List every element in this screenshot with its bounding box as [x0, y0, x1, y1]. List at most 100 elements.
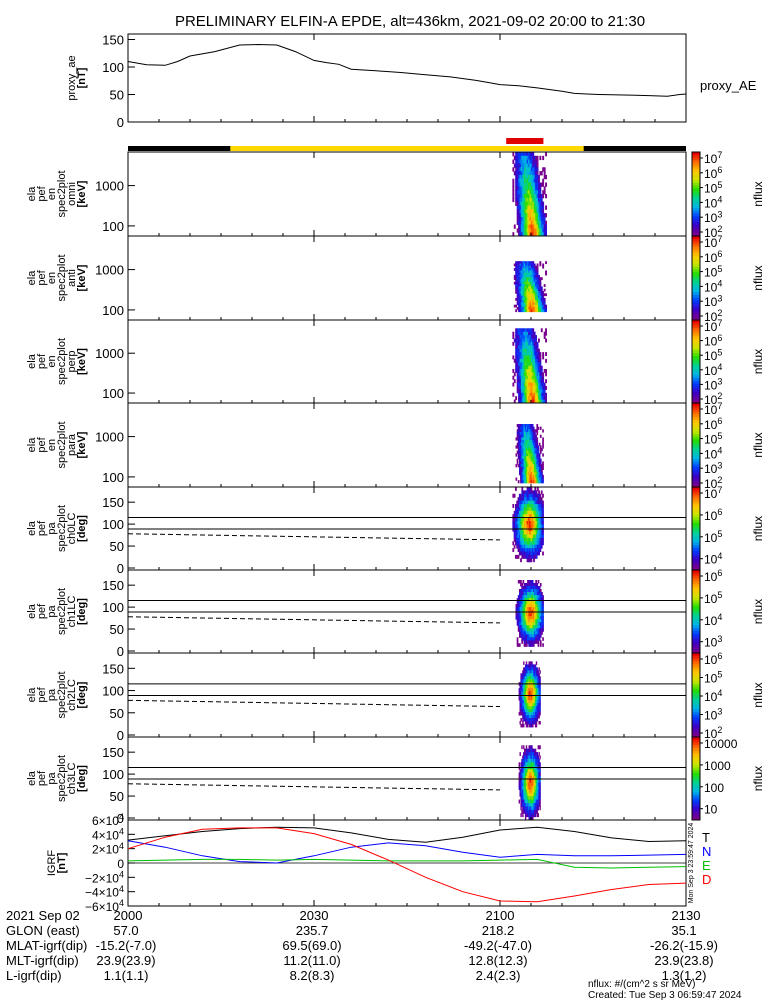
- spec-cell: [516, 504, 519, 508]
- spec-cell: [524, 604, 527, 608]
- spec-cell: [532, 622, 535, 626]
- spec-cell: [518, 762, 520, 767]
- spec-cell: [518, 288, 520, 292]
- spec-cell: [545, 194, 547, 199]
- spec-cell: [538, 362, 540, 367]
- colorbar-cell: [692, 583, 700, 588]
- spec-cell: [528, 792, 530, 797]
- spec-cell: [530, 595, 533, 599]
- spec-cell: [526, 643, 528, 647]
- spec-cell: [523, 277, 526, 280]
- spec-cell: [515, 358, 518, 363]
- spec-cell: [530, 551, 533, 556]
- spec-cell: [533, 514, 535, 519]
- spec-cell: [531, 706, 533, 710]
- spec-cell: [522, 613, 525, 617]
- spec-cell: [529, 309, 532, 313]
- spec-cell: [542, 514, 544, 519]
- spec-cell: [519, 379, 522, 384]
- colorbar-cell: [692, 614, 700, 618]
- spec-cell: [526, 272, 529, 276]
- spec-cell: [524, 551, 526, 556]
- spec-cell: [536, 297, 539, 301]
- created-note: Created: Tue Sep 3 06:59:47 2024: [588, 990, 742, 1000]
- spec-cell: [532, 437, 535, 441]
- spec-cell: [523, 456, 526, 460]
- spec-cell: [522, 786, 524, 790]
- colorbar-cell: [692, 617, 700, 621]
- spec-cell: [518, 712, 520, 716]
- spec-cell: [523, 628, 526, 632]
- spec-cell: [519, 279, 522, 283]
- spec-ylabel-3-line-0: ela: [26, 437, 38, 453]
- spec-cell: [539, 691, 541, 695]
- spec-cell: [523, 437, 526, 441]
- spec-cell: [529, 544, 531, 549]
- spec-cell: [530, 448, 533, 452]
- spec-cell: [534, 480, 536, 484]
- spec-cell: [524, 718, 526, 722]
- spec-cell: [516, 601, 519, 605]
- spec-cell: [529, 580, 532, 584]
- spec-cell: [532, 752, 534, 756]
- spec-cell: [536, 216, 539, 222]
- spec-cell: [513, 531, 516, 535]
- spec-cell: [527, 437, 529, 441]
- spec-cell: [542, 604, 544, 608]
- spec-cell: [532, 688, 534, 692]
- spec-cell: [520, 524, 522, 529]
- spec-cell: [516, 281, 519, 285]
- spec-cell: [521, 453, 523, 457]
- spec-cell: [524, 775, 527, 780]
- spec-cell: [523, 673, 525, 677]
- spec-cell: [517, 453, 520, 457]
- colorbar-cell: [692, 386, 700, 390]
- igrf-ytick-label-5: −4×104: [85, 884, 124, 900]
- spec-cell: [531, 450, 534, 454]
- spec-cell: [515, 286, 518, 290]
- spec-cell: [532, 178, 535, 183]
- spec-cell: [523, 309, 526, 313]
- spec-cell: [530, 789, 532, 794]
- spec-ylabel-4-line-3: spec2plot: [56, 505, 68, 552]
- spec-cell: [529, 813, 531, 818]
- spec-ylabel-6-line-5: [deg]: [76, 681, 88, 708]
- spec-cell: [526, 348, 529, 353]
- spec-cell: [536, 537, 539, 542]
- spec-cell: [542, 382, 545, 387]
- spec-cell: [535, 309, 537, 313]
- spec-cell: [528, 272, 530, 276]
- spec-cell: [522, 517, 525, 522]
- spec-cell: [536, 706, 539, 710]
- colorbar-cell: [692, 202, 700, 206]
- ephem-value-1-1: 69.5(69.0): [282, 938, 341, 953]
- spec-cell: [526, 375, 529, 380]
- colorbar-cell: [692, 210, 700, 215]
- spec-cell: [534, 718, 537, 722]
- spec-cell: [539, 640, 542, 644]
- spec-cell: [516, 386, 519, 390]
- spec-cell: [532, 712, 534, 716]
- ephem-value-2-0: 23.9(23.9): [96, 953, 155, 968]
- spec-cell: [534, 775, 536, 780]
- spec-cell: [538, 190, 540, 195]
- spec-cell: [522, 755, 524, 760]
- spec-cell: [528, 782, 530, 787]
- spec-cell: [525, 399, 528, 404]
- colorbar-cell: [692, 703, 700, 707]
- spec-cell: [529, 517, 531, 522]
- spec-cell: [524, 493, 526, 498]
- spec-cell: [518, 500, 521, 505]
- spec-cell: [531, 424, 534, 428]
- spec-cell: [520, 396, 523, 401]
- spec-cell: [535, 634, 537, 638]
- spec-cell: [521, 700, 523, 704]
- spec-cell: [538, 500, 540, 505]
- spec-cell: [516, 216, 519, 222]
- spec-cell: [519, 307, 522, 310]
- spec-cell: [524, 691, 527, 695]
- spec-cell: [529, 796, 531, 801]
- spec-cell: [530, 341, 533, 346]
- spec-cell: [521, 480, 523, 484]
- igrf-ylabel-line-1: [nT]: [56, 852, 68, 873]
